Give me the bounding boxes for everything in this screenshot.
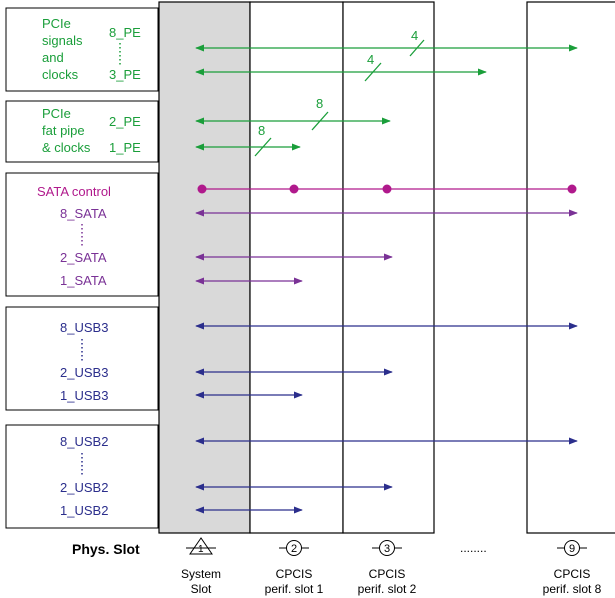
phys-slot-label: Phys. Slot	[72, 541, 140, 557]
sata-control-label: SATA control	[37, 184, 111, 199]
pcie-8pe-label: 8_PE	[109, 25, 141, 40]
sata-control-node-system	[197, 184, 207, 194]
circle-slot-icon: 9	[557, 540, 587, 556]
pcie-1pe-label: 1_PE	[109, 140, 141, 155]
pcie-fatpipe-label-1: PCIe	[42, 106, 71, 121]
system-slot-column	[158, 1, 251, 534]
pcie-signals-label-1: PCIe	[42, 16, 71, 31]
slot-9-label-1: CPCIS	[554, 567, 591, 581]
svg-text:2: 2	[291, 543, 297, 555]
svg-text:9: 9	[569, 543, 575, 555]
pcie-8pe-width-tick	[409, 39, 425, 57]
sata-1-label: 1_SATA	[60, 273, 107, 288]
usb2-box	[5, 424, 159, 529]
pcie-signals-label-3: and	[42, 50, 64, 65]
pcie-3pe-width-tick	[364, 62, 382, 82]
slot-2-label-2: perif. slot 1	[265, 582, 324, 596]
slot-2-label-1: CPCIS	[276, 567, 313, 581]
slot-ellipsis: ........	[460, 541, 487, 555]
slot-2-column	[249, 1, 344, 534]
usb3-2-label: 2_USB3	[60, 365, 108, 380]
pcie-1pe-width-tick	[254, 137, 272, 157]
slot-9-label-2: perif. slot 8	[543, 582, 602, 596]
pcie-3pe-width-label: 4	[367, 52, 374, 67]
usb2-2-label: 2_USB2	[60, 480, 108, 495]
system-slot-label-1: System	[181, 567, 221, 581]
pcie-fatpipe-label-2: fat pipe	[42, 123, 85, 138]
usb3-1-label: 1_USB3	[60, 388, 108, 403]
slot-3-column	[342, 1, 435, 534]
sata-box	[5, 172, 159, 297]
pcie-1pe-width-label: 8	[258, 123, 265, 138]
sata-control-node-slot2	[289, 184, 299, 194]
circle-slot-icon: 3	[372, 540, 402, 556]
slot-3-label-2: perif. slot 2	[358, 582, 417, 596]
svg-text:3: 3	[384, 543, 390, 555]
sata-2-label: 2_SATA	[60, 250, 107, 265]
usb3-box	[5, 306, 159, 411]
circle-slot-icon: 2	[279, 540, 309, 556]
sata-control-node-slot3	[382, 184, 392, 194]
pcie-fatpipe-box	[5, 100, 159, 163]
pcie-signals-box	[5, 7, 159, 92]
sata-8-label: 8_SATA	[60, 206, 107, 221]
slot-3-label-1: CPCIS	[369, 567, 406, 581]
pcie-2pe-label: 2_PE	[109, 114, 141, 129]
pcie-fatpipe-label-3: & clocks	[42, 140, 91, 155]
pcie-3pe-label: 3_PE	[109, 67, 141, 82]
pcie-2pe-width-tick	[311, 111, 329, 131]
pcie-2pe-width-label: 8	[316, 96, 323, 111]
svg-text:1: 1	[198, 544, 204, 555]
system-slot-label-2: Slot	[191, 582, 212, 596]
pcie-signals-label-2: signals	[42, 33, 83, 48]
pcie-signals-label-4: clocks	[42, 67, 79, 82]
slot-9-column	[526, 1, 615, 534]
usb3-8-label: 8_USB3	[60, 320, 108, 335]
sata-control-node-slot9	[567, 184, 577, 194]
usb2-8-label: 8_USB2	[60, 434, 108, 449]
usb2-1-label: 1_USB2	[60, 503, 108, 518]
pcie-8pe-width-label: 4	[411, 28, 418, 43]
triangle-slot-icon: 1	[186, 537, 216, 555]
